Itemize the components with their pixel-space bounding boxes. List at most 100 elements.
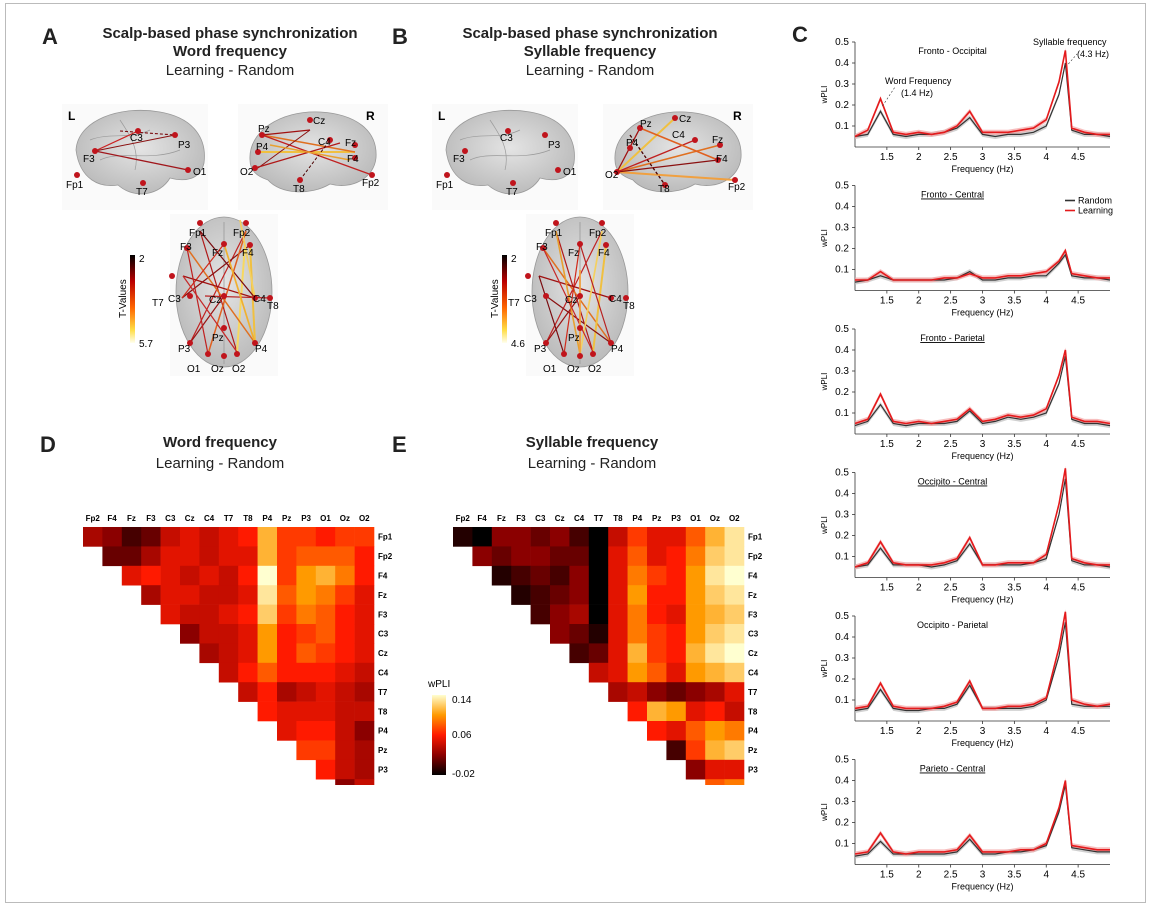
- x-axis-label: Frequency (Hz): [951, 738, 1013, 748]
- heatmap-cell: [335, 662, 355, 683]
- heatmap-cell: [218, 585, 239, 605]
- heatmap-cell: [277, 624, 297, 644]
- heatmap-cell: [550, 624, 570, 644]
- heatmap-cell: [199, 565, 220, 586]
- heatmap-cell: [647, 585, 667, 605]
- heatmap-cell: [666, 643, 687, 664]
- heatmap-cell: [199, 527, 220, 547]
- heatmap-cell: [588, 604, 609, 625]
- x-axis-label: Frequency (Hz): [951, 882, 1013, 892]
- electrode-label: Cz: [313, 116, 325, 127]
- heatmap-cell: [257, 527, 278, 547]
- heatmap-cell: [647, 604, 667, 625]
- x-tick-label: 2.5: [944, 439, 958, 450]
- heatmap-cell: [296, 721, 317, 741]
- electrode-label: Fp1: [66, 180, 84, 191]
- y-tick-label: 0.2: [835, 531, 849, 542]
- confidence-band: [855, 47, 1110, 140]
- heatmap-cell: [724, 740, 745, 761]
- heatmap-cell: [666, 546, 687, 567]
- heatmap-cell: [724, 546, 745, 567]
- heatmap-cell: [121, 527, 142, 547]
- x-tick-label: 4: [1043, 439, 1049, 450]
- heatmap-cell: [160, 585, 181, 605]
- heatmap-cell: [608, 527, 628, 547]
- heatmap-cell: [335, 759, 355, 780]
- heatmap-cell: [569, 565, 590, 586]
- heatmap-cell: [180, 546, 200, 567]
- heatmap-cell: [685, 643, 706, 664]
- legend-label: Random: [1078, 196, 1112, 206]
- heatmap-cell: [257, 662, 278, 683]
- electrode-label: Fp2: [728, 182, 746, 193]
- panel-e-title: Syllable frequency: [525, 434, 659, 451]
- x-tick-label: 3: [980, 870, 986, 881]
- heatmap-cell: [685, 604, 706, 625]
- heatmap-cell: [685, 662, 706, 683]
- colorbar-max-label: 2: [511, 254, 517, 265]
- electrode-label: O2: [605, 170, 619, 181]
- row-label: Fz: [378, 591, 387, 600]
- row-label: T8: [748, 707, 758, 716]
- panel-b-colorbar: 2 4.6 T-Values: [490, 254, 525, 350]
- electrode-label: P4: [256, 142, 269, 153]
- heatmap-cell: [238, 546, 258, 567]
- annotation-syllable-hz: (4.3 Hz): [1077, 49, 1109, 59]
- electrode-label: O1: [543, 364, 557, 375]
- heatmap-cell: [141, 527, 161, 547]
- heatmap-cell: [724, 759, 745, 780]
- heatmap-cell: [647, 546, 667, 567]
- heatmap-cell: [296, 546, 317, 567]
- y-tick-label: 0.5: [835, 468, 849, 479]
- column-label: C3: [165, 514, 176, 523]
- heatmap-cell: [257, 546, 278, 567]
- x-tick-label: 2: [916, 296, 922, 307]
- heatmap-cell: [627, 565, 648, 586]
- row-label: F3: [378, 610, 388, 619]
- heatmap-cell: [647, 527, 667, 547]
- column-label: F3: [146, 514, 156, 523]
- heatmap-cell: [569, 585, 590, 605]
- heatmap-cell: [180, 624, 200, 644]
- x-axis-label: Frequency (Hz): [951, 164, 1013, 174]
- heatmap-cell: [160, 565, 181, 586]
- x-tick-label: 3.5: [1007, 296, 1021, 307]
- confidence-band: [855, 248, 1110, 283]
- heatmap-cell: [296, 701, 317, 722]
- column-label: T8: [613, 514, 623, 523]
- y-tick-label: 0.2: [835, 818, 849, 829]
- column-label: P3: [301, 514, 311, 523]
- heatmap-cell: [530, 585, 551, 605]
- heatmap-cell: [277, 701, 297, 722]
- heatmap-cell: [218, 527, 239, 547]
- heatmap-cell: [627, 546, 648, 567]
- heatmap-cell: [705, 604, 725, 625]
- x-tick-label: 2.5: [944, 726, 958, 737]
- heatmap-cell: [180, 604, 200, 625]
- column-label: Cz: [555, 514, 565, 523]
- electrode-label: C4: [672, 130, 685, 141]
- column-label: Oz: [340, 514, 350, 523]
- heatmap-cell: [354, 740, 375, 761]
- heatmap-cell: [335, 701, 355, 722]
- heatmap-cell: [296, 565, 317, 586]
- annotation-word-hz: (1.4 Hz): [901, 88, 933, 98]
- electrode-label: O2: [240, 167, 254, 178]
- heatmap-cell: [491, 565, 512, 586]
- heatmap-cell: [257, 604, 278, 625]
- x-tick-label: 4.5: [1071, 152, 1085, 163]
- heatmap-cell: [335, 565, 355, 586]
- x-tick-label: 4: [1043, 870, 1049, 881]
- y-tick-label: 0.1: [835, 552, 849, 563]
- heatmap-word-frequency: Fp2 F4 Fz F3 C3 Cz C4 T7 T8 P4 Pz P3 O1 Oz O2 Fp1 Fp2 F4 F…: [83, 514, 393, 785]
- colorbar-min-label: 4.6: [511, 339, 525, 350]
- electrode-label: P4: [611, 344, 624, 355]
- heatmap-cell: [141, 585, 161, 605]
- heatmap-cell: [588, 643, 609, 664]
- y-tick-label: 0.3: [835, 223, 849, 234]
- heatmap-cell: [724, 701, 745, 722]
- panel-a-top-view: Fp1 Fp2 F3 Fz F4 T7 C3 Cz C4 T8 Pz P3 P4…: [152, 214, 279, 376]
- electrode-label: P4: [626, 138, 639, 149]
- heatmap-cell: [627, 701, 648, 722]
- annotation-syllable-frequency: Syllable frequency: [1033, 37, 1107, 47]
